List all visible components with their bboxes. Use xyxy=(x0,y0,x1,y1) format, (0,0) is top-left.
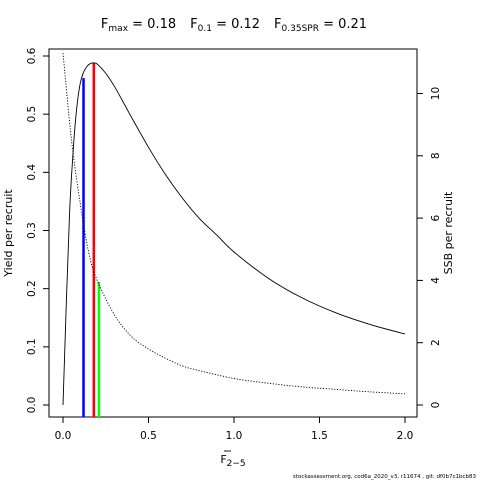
y-right-tick-label: 10 xyxy=(430,87,442,100)
y-right-tick-label: 4 xyxy=(430,277,442,284)
title-part-1-subscript: 0.1 xyxy=(198,24,212,34)
yield-per-recruit-line xyxy=(62,62,406,406)
ssb-per-recruit-line xyxy=(62,52,406,395)
title-part-2-value: = 0.21 xyxy=(319,17,367,32)
plot-frame xyxy=(48,48,418,418)
y-axis-right-label: SSB per recruit xyxy=(442,191,455,274)
series-lines xyxy=(62,52,406,406)
y-right-tick-label: 8 xyxy=(430,152,442,159)
y-left-tick-label: 0.6 xyxy=(26,47,38,64)
title-part-1-value: = 0.12 xyxy=(212,17,260,32)
x-axis-label-symbol: F xyxy=(220,453,226,466)
y-left-tick-label: 0.4 xyxy=(26,164,38,181)
x-axis-label: F2−5 xyxy=(220,453,245,469)
y-axis-right: 0 2 4 6 8 10 xyxy=(417,87,442,409)
y-left-tick-label: 0.5 xyxy=(26,106,38,123)
y-left-tick-label: 0.2 xyxy=(26,280,38,297)
y-axis-left: 0.0 0.1 0.2 0.3 0.4 0.5 0.6 xyxy=(26,47,49,413)
title-part-0-subscript: max xyxy=(108,24,128,34)
y-right-tick-label: 0 xyxy=(430,402,442,409)
title-part-0-symbol: F xyxy=(101,17,108,32)
reference-lines xyxy=(82,62,101,417)
title-part-0-value: = 0.18 xyxy=(128,17,176,32)
title-part-1-symbol: F xyxy=(190,17,197,32)
x-tick-label: 2.0 xyxy=(397,430,414,442)
y-right-tick-label: 6 xyxy=(430,214,442,221)
footer-text: stockassessment.org, cod6a_2020_v3, r116… xyxy=(293,474,477,480)
y-left-tick-label: 0.3 xyxy=(26,222,38,239)
x-axis-label-subscript: 2−5 xyxy=(227,459,246,469)
y-right-tick-label: 2 xyxy=(430,339,442,346)
y-left-tick-label: 0.1 xyxy=(26,338,38,355)
y-left-tick-label: 0.0 xyxy=(26,397,38,414)
x-tick-label: 1.0 xyxy=(226,430,243,442)
x-tick-label: 1.5 xyxy=(311,430,328,442)
title-part-2-subscript: 0.35SPR xyxy=(282,24,319,34)
title-part-2-symbol: F xyxy=(274,17,281,32)
y-axis-left-label: Yield per recruit xyxy=(2,189,15,278)
x-tick-label: 0.5 xyxy=(140,430,157,442)
x-tick-label: 0.0 xyxy=(55,430,72,442)
chart-title: Fmax = 0.18 F0.1 = 0.12 F0.35SPR = 0.21 xyxy=(101,17,367,34)
x-axis: 0.0 0.5 1.0 1.5 2.0 xyxy=(55,417,414,442)
